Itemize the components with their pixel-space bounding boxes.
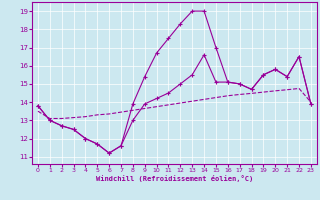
X-axis label: Windchill (Refroidissement éolien,°C): Windchill (Refroidissement éolien,°C) <box>96 175 253 182</box>
